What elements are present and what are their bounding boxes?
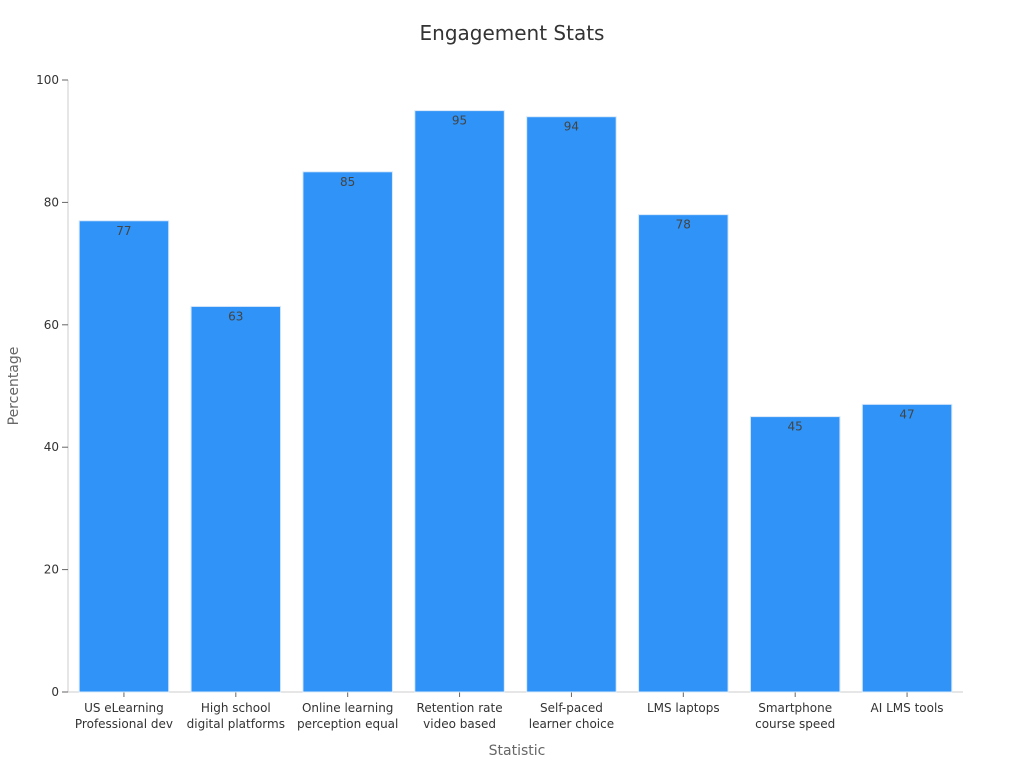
data-label: 77 xyxy=(116,224,131,238)
data-label: 94 xyxy=(564,120,579,134)
data-label: 95 xyxy=(452,114,467,128)
bar xyxy=(526,116,617,693)
x-tick-label: Online learning perception equal xyxy=(297,701,398,731)
x-axis-title: Statistic xyxy=(489,743,546,759)
x-axis: US eLearning Professional dev High school d… xyxy=(68,691,963,731)
y-axis-title: Percentage xyxy=(6,347,22,426)
chart-title: Engagement Stats xyxy=(420,21,605,45)
x-tick-label: Smartphone course speed xyxy=(755,701,835,731)
data-label: 63 xyxy=(228,309,243,323)
y-tick-label: 60 xyxy=(44,318,59,332)
y-tick-label: 100 xyxy=(36,73,59,87)
bar xyxy=(302,171,393,693)
data-label: 78 xyxy=(676,218,691,232)
y-tick-label: 40 xyxy=(44,440,59,454)
bar xyxy=(78,220,170,693)
bar xyxy=(190,305,282,693)
y-tick-label: 80 xyxy=(44,195,59,209)
bar xyxy=(414,110,505,693)
data-label: 85 xyxy=(340,175,355,189)
x-tick-label: Retention rate video based xyxy=(417,701,503,731)
data-label: 45 xyxy=(788,420,803,434)
y-tick-label: 20 xyxy=(44,563,59,577)
x-tick-label: Self-paced learner choice xyxy=(529,701,614,731)
bar xyxy=(638,214,729,693)
x-tick-label: AI LMS tools xyxy=(871,701,944,715)
data-label: 47 xyxy=(899,407,914,421)
bar xyxy=(861,403,953,693)
bar xyxy=(749,416,841,693)
y-axis: 0 20 40 60 80 100 xyxy=(36,73,69,699)
bars xyxy=(78,110,953,693)
x-tick-label: US eLearning Professional dev xyxy=(75,701,173,731)
x-tick-label: LMS laptops xyxy=(647,701,720,715)
x-tick-label: High school digital platforms xyxy=(187,701,285,731)
data-labels: 77 63 85 95 94 78 45 47 xyxy=(116,114,914,434)
y-tick-label: 0 xyxy=(51,685,59,699)
